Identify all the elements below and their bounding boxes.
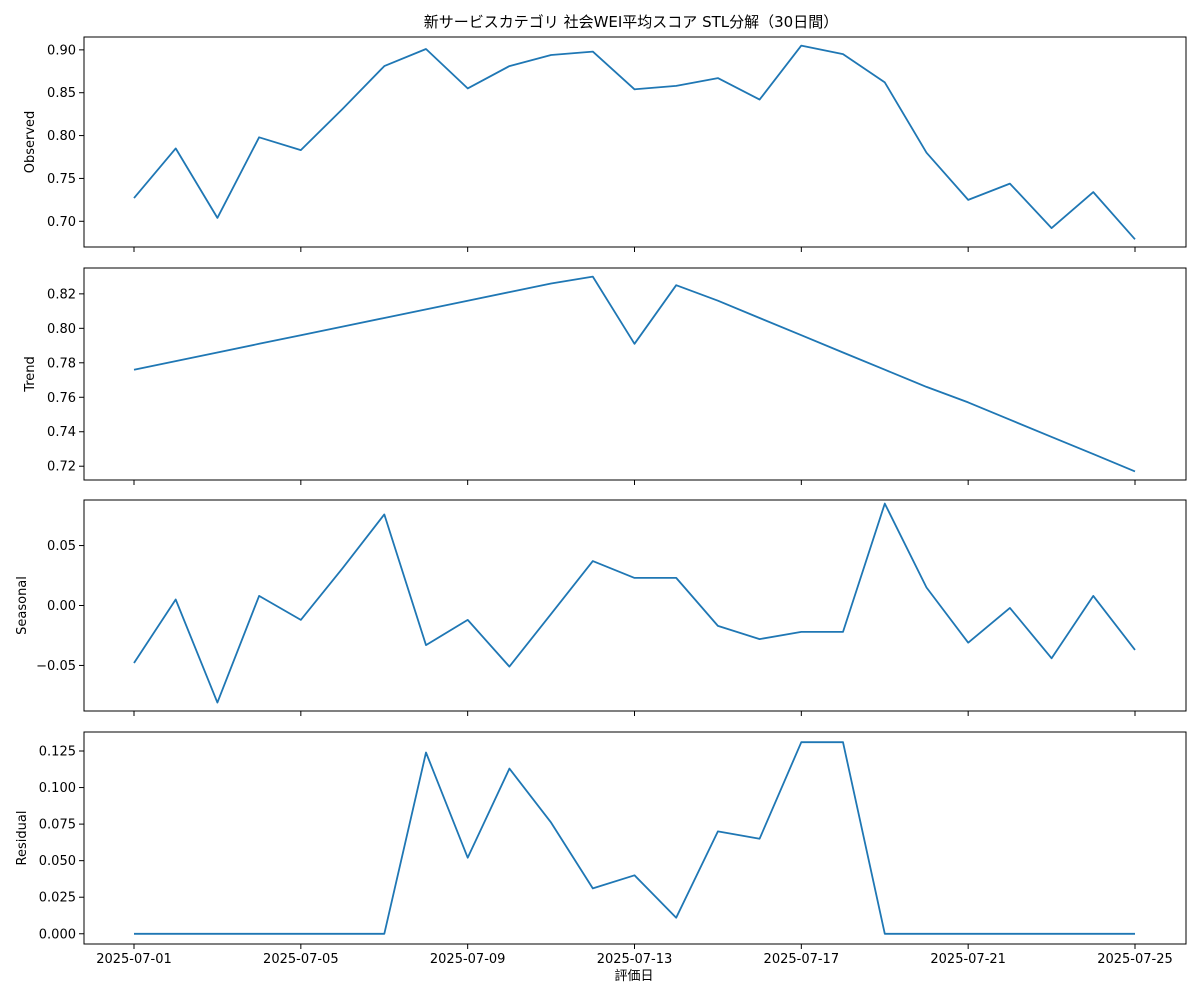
x-tick-label: 2025-07-01 xyxy=(96,952,172,967)
y-tick-label: 0.050 xyxy=(39,854,76,869)
panel-observed: 0.70 0.75 0.80 0.85 0.90 Observed xyxy=(23,36,1187,252)
y-tick-label: 0.075 xyxy=(39,818,76,833)
y-tick-label: 0.80 xyxy=(47,129,76,144)
y-tick-label: 0.00 xyxy=(47,599,76,614)
panel-frame xyxy=(83,267,1187,481)
x-tick-label: 2025-07-09 xyxy=(430,952,506,967)
y-tick-label: 0.82 xyxy=(47,287,76,302)
y-tick-label: 0.74 xyxy=(47,425,76,440)
series-line-seasonal xyxy=(133,502,1136,704)
y-tick-label: 0.85 xyxy=(47,86,76,101)
x-tick-label: 2025-07-13 xyxy=(597,952,673,967)
x-axis-label: 評価日 xyxy=(614,969,653,984)
y-axis-label: Seasonal xyxy=(15,576,30,635)
panel-frame xyxy=(83,731,1187,945)
y-tick-label: −0.05 xyxy=(36,659,76,674)
y-tick-label: 0.125 xyxy=(39,745,76,760)
panel-seasonal: −0.05 0.00 0.05 Seasonal xyxy=(15,499,1187,716)
series-line-observed xyxy=(133,44,1136,240)
y-tick-label: 0.72 xyxy=(47,460,76,475)
y-tick-label: 0.90 xyxy=(47,43,76,58)
x-tick-label: 2025-07-17 xyxy=(764,952,840,967)
y-tick-label: 0.78 xyxy=(47,356,76,371)
y-axis-label: Residual xyxy=(15,811,30,866)
x-tick-label: 2025-07-25 xyxy=(1097,952,1173,967)
y-axis-label: Trend xyxy=(23,356,38,393)
panels-group: 0.70 0.75 0.80 0.85 0.90 Observed 0.72 0.74 0.76… xyxy=(15,36,1187,967)
y-tick-label: 0.70 xyxy=(47,215,76,230)
y-tick-label: 0.75 xyxy=(47,172,76,187)
y-axis-label: Observed xyxy=(23,111,38,174)
panel-trend: 0.72 0.74 0.76 0.78 0.80 0.82 Trend xyxy=(23,267,1187,485)
y-tick-label: 0.025 xyxy=(39,891,76,906)
x-tick-label: 2025-07-21 xyxy=(930,952,1006,967)
panel-residual: 0.000 0.025 0.050 0.075 0.100 0.125 Residual 20… xyxy=(15,731,1187,967)
series-line-residual xyxy=(134,741,1135,935)
y-tick-label: 0.000 xyxy=(39,927,76,942)
y-tick-label: 0.05 xyxy=(47,539,76,554)
series-line-trend xyxy=(133,275,1136,473)
panel-frame xyxy=(83,36,1187,248)
x-tick-label: 2025-07-05 xyxy=(263,952,339,967)
y-tick-label: 0.80 xyxy=(47,322,76,337)
chart-title: 新サービスカテゴリ 社会WEI平均スコア STL分解（30日間） xyxy=(424,13,838,31)
panel-frame xyxy=(83,499,1187,712)
y-tick-label: 0.100 xyxy=(39,781,76,796)
y-tick-label: 0.76 xyxy=(47,391,76,406)
